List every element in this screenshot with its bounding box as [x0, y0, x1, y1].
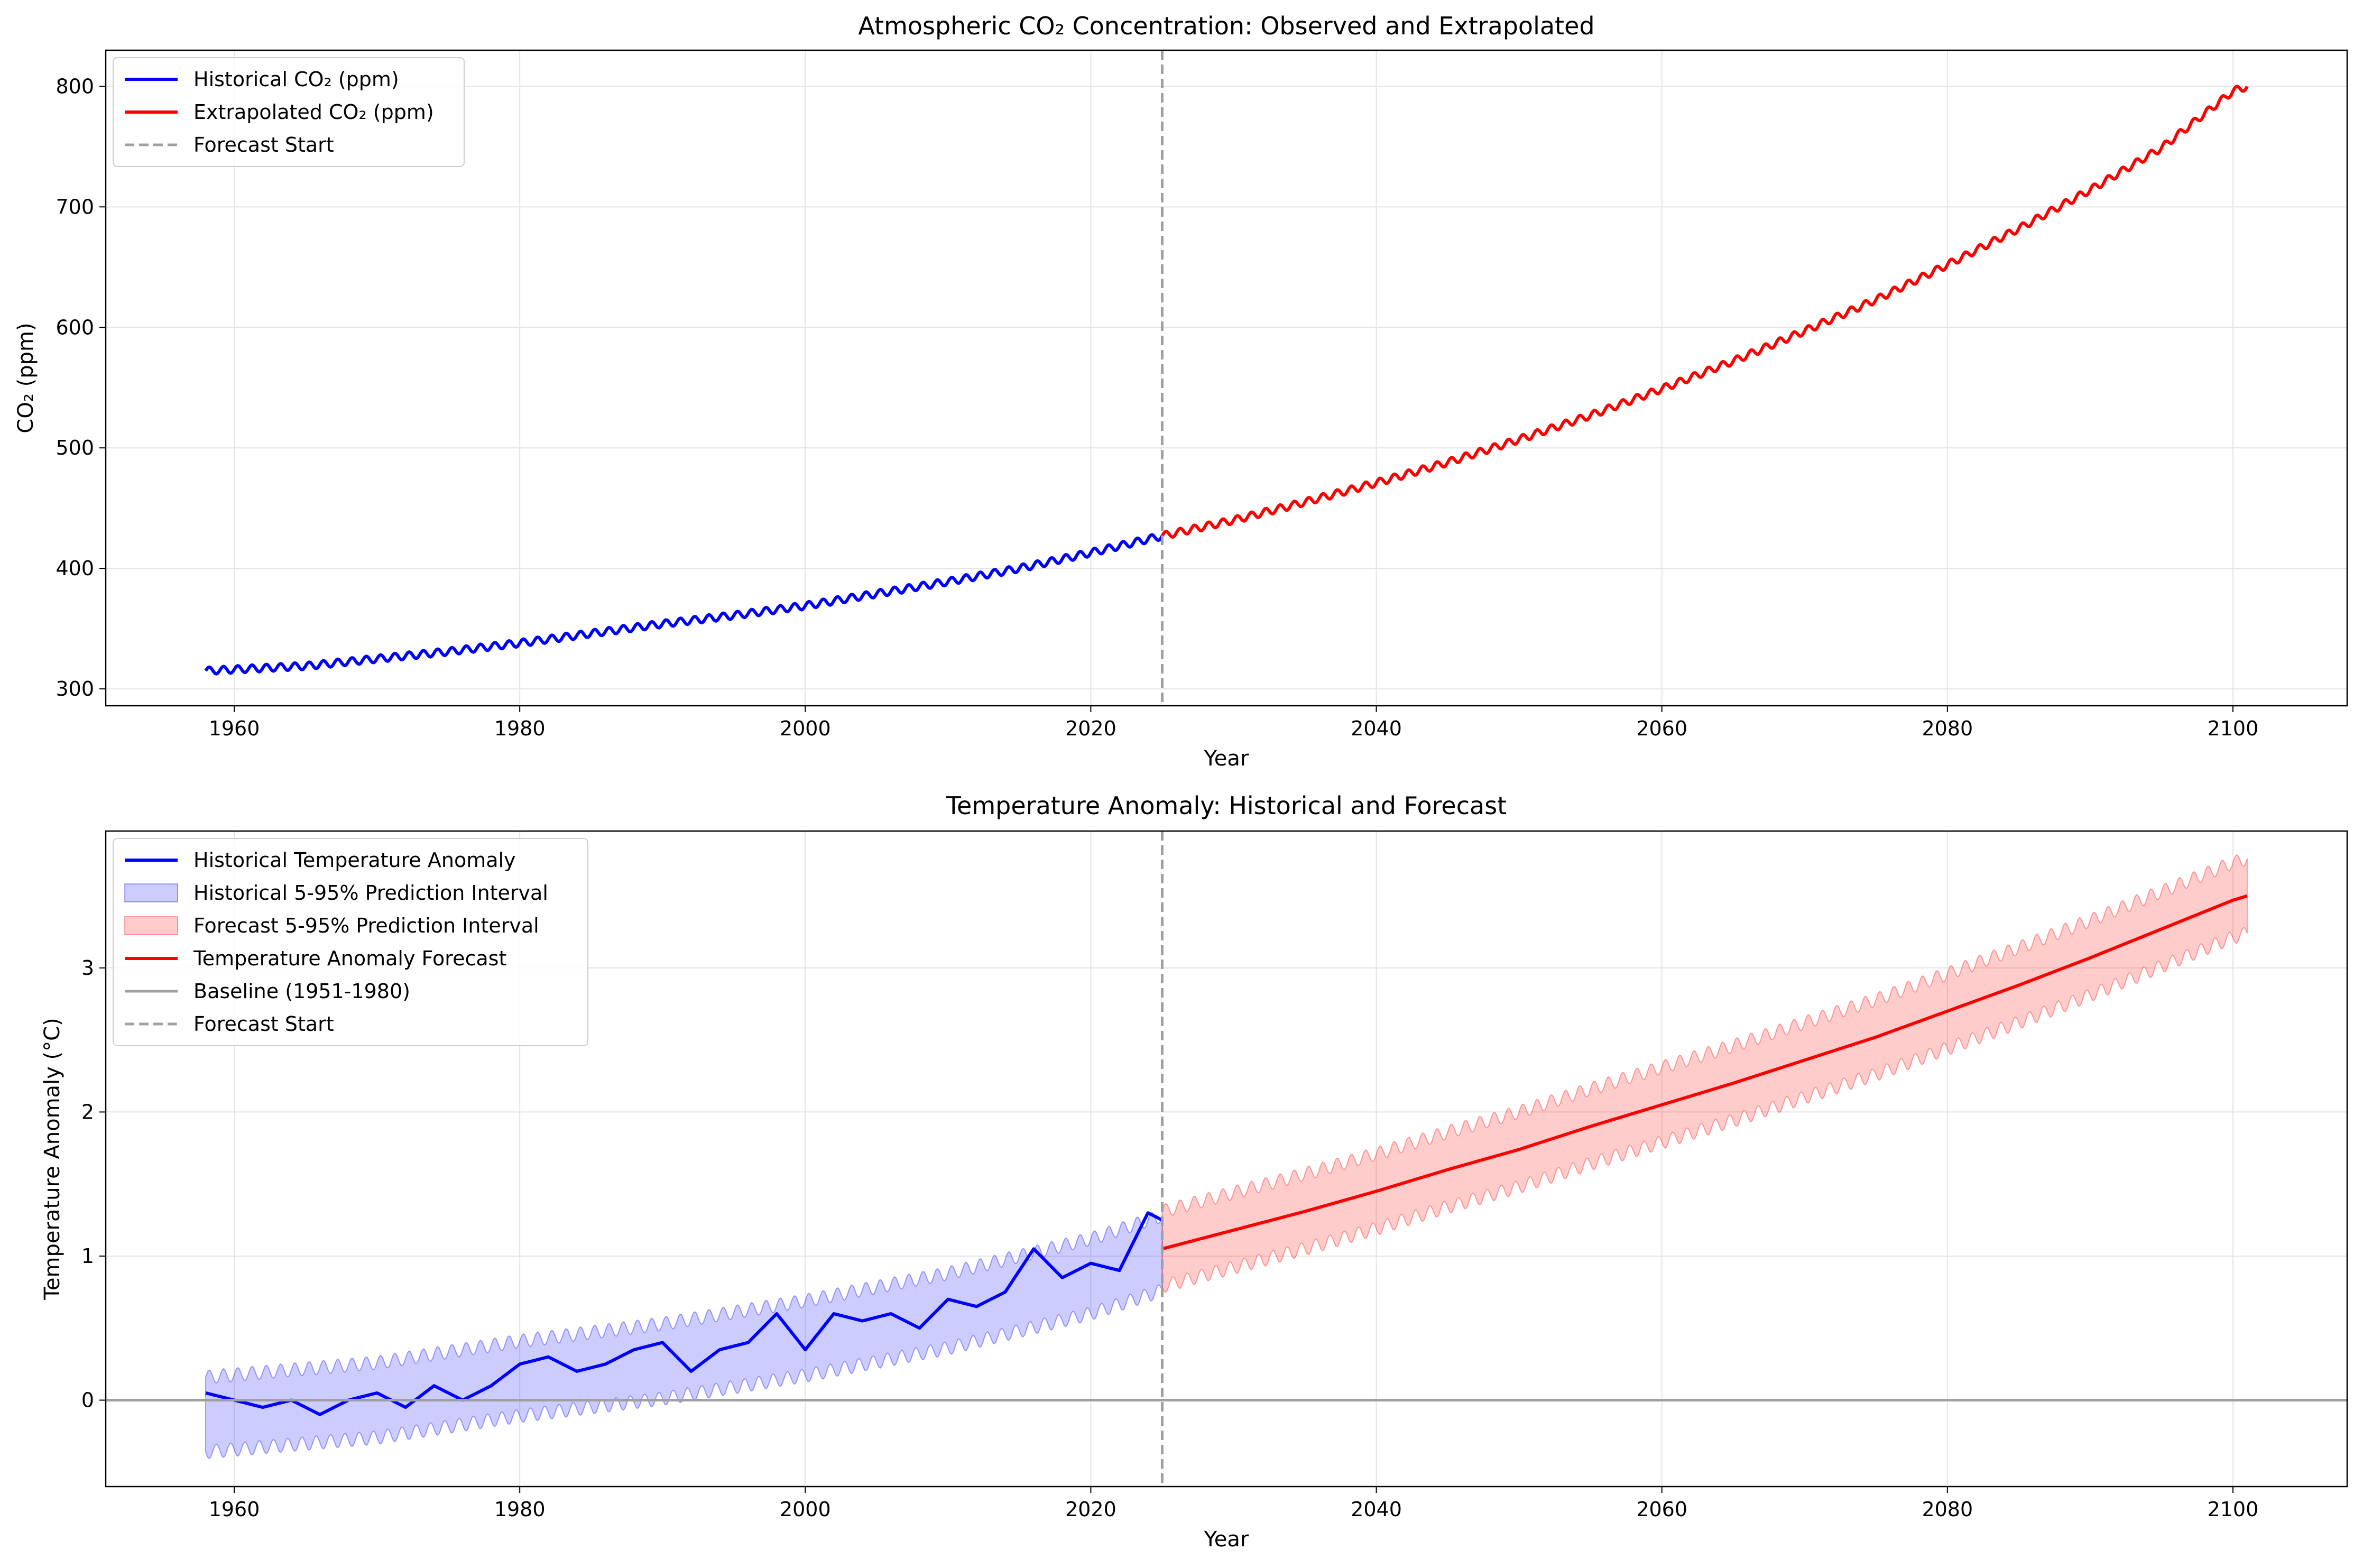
x-tick-label: 1960 [209, 717, 260, 740]
x-tick-label: 1960 [209, 1498, 260, 1521]
y-tick-label: 2 [81, 1100, 94, 1123]
reference-lines [106, 831, 2347, 1487]
legend-label: Temperature Anomaly Forecast [193, 947, 506, 970]
series-line [1160, 85, 2249, 539]
x-tick-label: 1980 [494, 1498, 546, 1521]
y-tick-label: 300 [56, 677, 94, 700]
x-tick-label: 2060 [1636, 717, 1687, 740]
axis-ticks: 1960 1980 2000 2020 2040 2060 2080 2100 0 1 2 3 [81, 956, 2258, 1521]
x-tick-label: 2040 [1351, 1498, 1402, 1521]
x-tick-label: 2100 [2208, 1498, 2259, 1521]
legend-label: Extrapolated CO₂ (ppm) [193, 100, 434, 124]
y-tick-label: 500 [56, 436, 94, 459]
legend-label: Historical 5-95% Prediction Interval [193, 881, 548, 905]
legend-box [113, 57, 465, 167]
y-tick-label: 3 [81, 956, 94, 980]
legend-label: Forecast 5-95% Prediction Interval [193, 914, 539, 937]
prediction-interval-band [205, 1212, 1163, 1460]
y-tick-label: 1 [81, 1244, 94, 1268]
x-tick-label: 2100 [2208, 717, 2259, 740]
plot-area-frame [105, 49, 2348, 707]
legend-label: Forecast Start [193, 1012, 334, 1036]
series-line [1161, 894, 2248, 1251]
gridlines [106, 50, 2347, 706]
y-tick-label: 0 [81, 1388, 94, 1412]
chart-title: Atmospheric CO₂ Concentration: Observed … [858, 12, 1594, 40]
legend-label: Historical Temperature Anomaly [193, 848, 516, 872]
series-line [205, 1211, 1163, 1416]
y-tick-label: 400 [56, 557, 94, 580]
x-tick-label: 2020 [1065, 717, 1116, 740]
series-layer [204, 85, 2249, 676]
chart-title: Temperature Anomaly: Historical and Fore… [946, 791, 1507, 820]
x-tick-label: 2000 [780, 1498, 831, 1521]
legend-label: Forecast Start [193, 133, 334, 156]
legend: Historical CO₂ (ppm) Extrapolated CO₂ (pp… [113, 57, 465, 167]
x-tick-label: 2020 [1065, 1498, 1116, 1521]
x-tick-label: 2060 [1636, 1498, 1687, 1521]
x-tick-label: 2000 [780, 717, 831, 740]
x-tick-label: 2040 [1351, 717, 1402, 740]
legend-swatch [124, 916, 178, 935]
co2-chart: Atmospheric CO₂ Concentration: Observed … [14, 12, 2348, 771]
series-layer [205, 894, 2248, 1416]
y-tick-label: 800 [56, 75, 94, 98]
x-tick-label: 2080 [1922, 1498, 1973, 1521]
axis-ticks: 1960 1980 2000 2020 2040 2060 2080 2100 300 400 50… [56, 75, 2258, 740]
y-tick-label: 700 [56, 195, 94, 218]
legend-box [113, 838, 588, 1046]
x-tick-label: 2080 [1922, 717, 1973, 740]
series-line [204, 533, 1164, 676]
temperature-chart: Temperature Anomaly: Historical and Fore… [40, 791, 2348, 1552]
y-tick-label: 600 [56, 316, 94, 339]
y-axis-label: Temperature Anomaly (°C) [40, 1018, 64, 1300]
prediction-interval-band [1161, 854, 2248, 1293]
x-axis-label: Year [1204, 746, 1249, 771]
legend-swatch [124, 883, 178, 902]
plot-area-frame [105, 830, 2348, 1488]
legend: Historical Temperature Anomaly Historical… [113, 838, 588, 1046]
legend-label: Historical CO₂ (ppm) [193, 68, 399, 91]
x-tick-label: 1980 [494, 717, 546, 740]
legend-label: Baseline (1951-1980) [193, 980, 410, 1003]
y-axis-label: CO₂ (ppm) [14, 322, 38, 433]
x-axis-label: Year [1204, 1527, 1249, 1552]
